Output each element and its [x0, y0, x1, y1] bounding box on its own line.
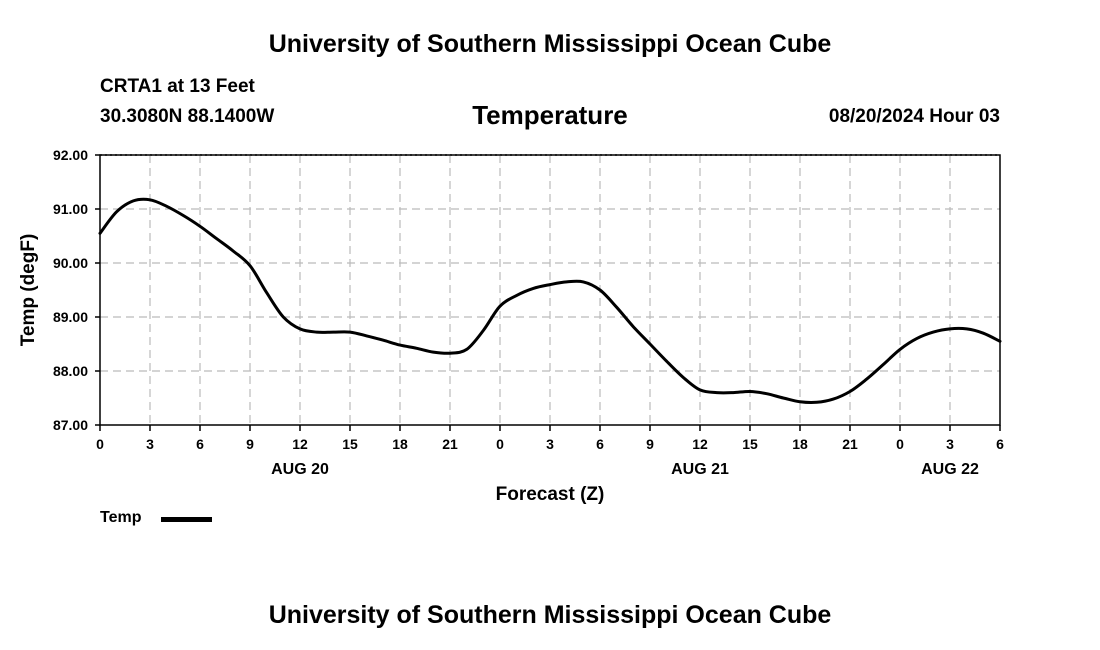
x-tick-label: 3	[946, 436, 954, 452]
x-tick-label: 15	[742, 436, 758, 452]
x-axis-label: Forecast (Z)	[496, 484, 605, 505]
page-title: University of Southern Mississippi Ocean…	[268, 30, 832, 58]
x-tick-label: 15	[342, 436, 358, 452]
y-tick-label: 91.00	[53, 201, 88, 217]
footer-title: University of Southern Mississippi Ocean…	[268, 601, 832, 629]
y-tick-label: 90.00	[53, 255, 88, 271]
forecast-datetime: 08/20/2024 Hour 03	[828, 106, 1000, 127]
x-tick-label: 3	[146, 436, 154, 452]
x-tick-label: 21	[442, 436, 458, 452]
x-tick-label: 9	[246, 436, 254, 452]
y-axis-label: Temp (degF)	[18, 234, 39, 347]
station-name: CRTA1 at 13 Feet	[100, 76, 255, 97]
x-tick-label: 6	[596, 436, 604, 452]
x-tick-label: 12	[292, 436, 308, 452]
x-tick-label: 18	[392, 436, 408, 452]
station-coordinates: 30.3080N 88.1400W	[100, 106, 275, 127]
x-tick-label: 6	[996, 436, 1004, 452]
x-tick-label: 0	[896, 436, 904, 452]
y-tick-label: 89.00	[53, 309, 88, 325]
x-tick-label: 21	[842, 436, 858, 452]
x-tick-label: 0	[496, 436, 504, 452]
grid-lines	[100, 154, 1000, 425]
legend-line-swatch	[161, 517, 212, 522]
x-tick-label: 18	[792, 436, 808, 452]
day-label: AUG 22	[921, 461, 979, 478]
day-label: AUG 21	[671, 461, 729, 478]
axis-ticks: 87.00 88.00 89.00 90.00 91.00 92.00 0 3 6 9 12 15 18…	[53, 147, 1004, 478]
y-tick-label: 87.00	[53, 417, 88, 433]
x-tick-label: 9	[646, 436, 654, 452]
temp-series-line	[98, 197, 1002, 405]
y-tick-label: 92.00	[53, 147, 88, 163]
chart-title: Temperature	[472, 100, 628, 130]
legend-label: Temp	[100, 509, 142, 526]
day-label: AUG 20	[271, 461, 329, 478]
x-tick-label: 3	[546, 436, 554, 452]
y-tick-label: 88.00	[53, 363, 88, 379]
x-tick-label: 6	[196, 436, 204, 452]
x-tick-label: 12	[692, 436, 708, 452]
x-tick-label: 0	[96, 436, 104, 452]
